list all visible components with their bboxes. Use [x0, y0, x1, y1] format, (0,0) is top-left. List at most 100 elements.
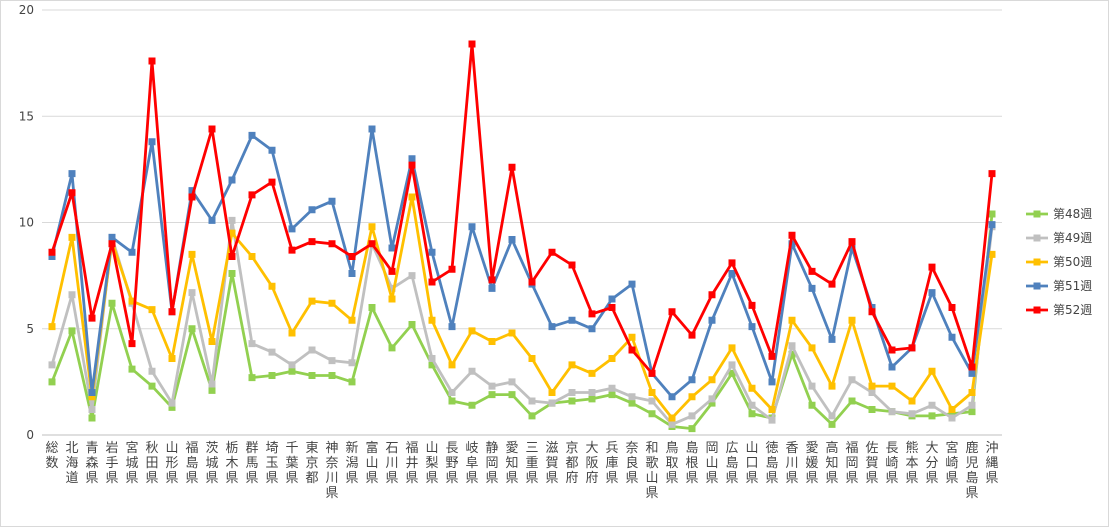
data-point [928, 289, 936, 297]
data-point [768, 352, 776, 360]
data-point [388, 284, 396, 292]
data-point [208, 380, 216, 388]
data-point [468, 327, 476, 335]
data-point [148, 306, 156, 314]
data-point [328, 197, 336, 205]
data-point [628, 333, 636, 341]
data-point [928, 263, 936, 271]
data-point [108, 299, 116, 307]
data-point [88, 393, 96, 401]
legend-marker [1033, 234, 1041, 242]
data-point [488, 391, 496, 399]
legend-marker [1033, 210, 1041, 218]
data-point [908, 344, 916, 352]
data-point [108, 240, 116, 248]
series-line [50, 42, 994, 375]
data-point [268, 178, 276, 186]
data-point [428, 316, 436, 324]
data-point [508, 378, 516, 386]
y-axis-ticks: 0 5 10 15 20 [19, 3, 34, 442]
data-point [588, 389, 596, 396]
data-point [68, 291, 76, 299]
series-line [50, 127, 994, 399]
data-point [68, 189, 76, 197]
data-point [928, 367, 936, 375]
data-point [608, 355, 616, 362]
data-point [968, 408, 976, 416]
data-point [208, 386, 216, 394]
x-tick-label: 和歌山県 [645, 441, 658, 501]
data-point [848, 244, 856, 252]
data-point [668, 420, 676, 428]
data-point [268, 372, 276, 379]
data-point [588, 325, 596, 333]
data-point [588, 369, 596, 377]
x-tick-label: 大阪府 [585, 441, 598, 486]
data-point [288, 329, 296, 337]
data-point [668, 414, 676, 422]
data-point [868, 308, 876, 316]
x-tick-label: 広島県 [725, 441, 738, 486]
legend-label: 第51週 [1053, 279, 1092, 293]
data-point [648, 410, 656, 418]
x-tick-label: 群馬県 [245, 441, 258, 486]
data-point [628, 399, 636, 407]
data-point [248, 340, 256, 348]
data-point [768, 416, 776, 424]
x-tick-label: 沖縄県 [985, 441, 998, 486]
legend-marker [1033, 282, 1041, 290]
data-point [828, 420, 836, 428]
x-tick-label: 島根県 [685, 441, 698, 486]
x-tick-label: 北海道 [65, 441, 78, 486]
data-point [608, 384, 616, 392]
data-point [148, 367, 156, 375]
x-tick-label: 山口県 [745, 441, 758, 486]
data-point [168, 403, 176, 411]
data-point [48, 253, 56, 260]
data-point [848, 376, 856, 384]
data-point [848, 238, 856, 246]
data-point [968, 363, 976, 371]
data-point [408, 321, 416, 328]
data-point [188, 193, 196, 201]
data-point [688, 412, 696, 420]
data-point [48, 378, 56, 386]
data-point [248, 253, 256, 260]
data-point [368, 240, 376, 248]
data-point [348, 270, 356, 277]
data-point [388, 267, 396, 275]
data-point [728, 344, 736, 352]
x-tick-label: 大分県 [925, 441, 938, 486]
x-tick-label: 鳥取県 [665, 441, 678, 486]
data-point [548, 248, 556, 256]
data-point [688, 425, 696, 433]
data-point [868, 389, 876, 396]
x-tick-label: 佐賀県 [865, 441, 878, 486]
data-point [748, 401, 756, 409]
data-point [348, 378, 356, 386]
series-group [48, 125, 996, 401]
data-point [228, 176, 236, 184]
data-point [548, 399, 556, 407]
data-point [428, 361, 436, 369]
x-tick-label: 山形県 [165, 441, 178, 486]
data-point [168, 308, 176, 316]
x-tick-label: 埼玉県 [265, 441, 278, 486]
data-point [408, 161, 416, 169]
data-point [988, 210, 996, 218]
x-tick-label: 新潟県 [345, 440, 358, 486]
data-point [548, 323, 556, 331]
data-point [788, 350, 796, 358]
legend-item: 第51週 [1026, 279, 1092, 293]
data-point [688, 376, 696, 384]
data-point [888, 408, 896, 416]
y-tick-label: 15 [19, 109, 34, 123]
data-point [828, 280, 836, 288]
series-group [48, 193, 996, 422]
data-point [348, 253, 356, 260]
data-point [648, 389, 656, 396]
x-tick-label: 秋田県 [145, 441, 158, 486]
